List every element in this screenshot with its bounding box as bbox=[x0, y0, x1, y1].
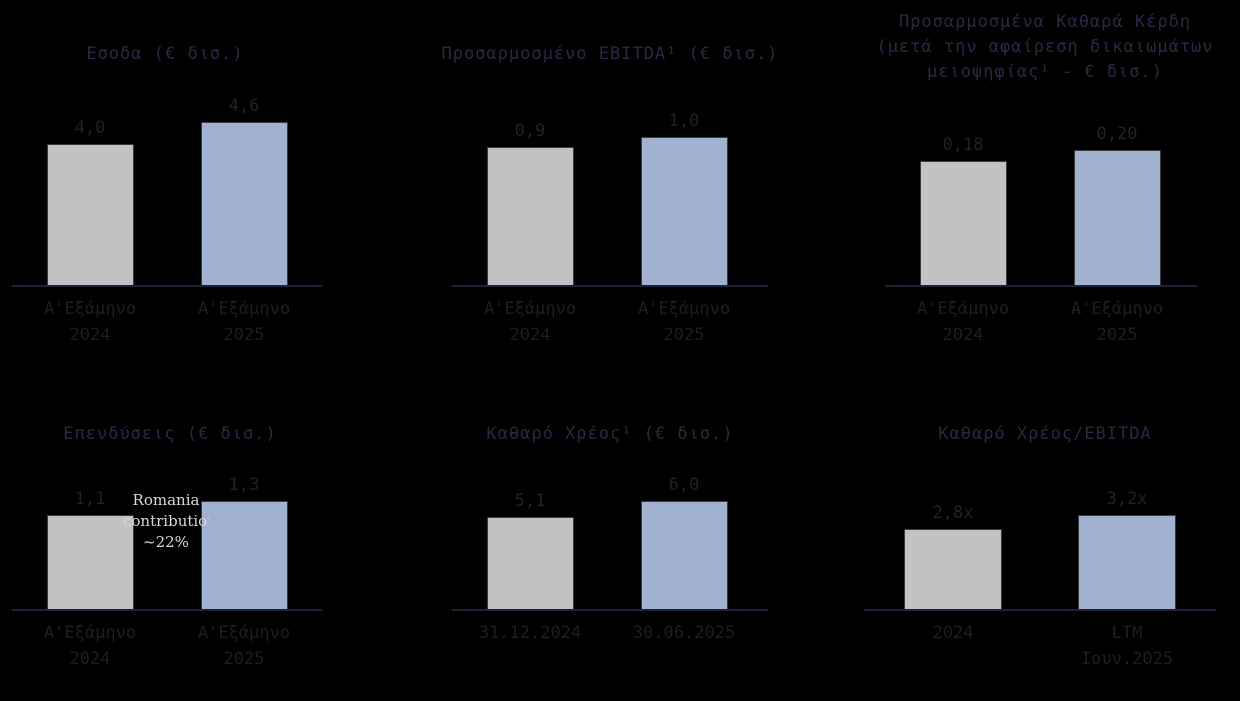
bar-value-label: 0,9 bbox=[514, 121, 546, 141]
bar-value-label: 4,6 bbox=[228, 96, 260, 116]
bar-value-label: 1,3 bbox=[228, 475, 260, 495]
category-label: Α'Εξάμηνο 2024 bbox=[43, 299, 137, 345]
chart-title: Προσαρμοσμένο EBITDA¹ (€ δισ.) bbox=[441, 44, 779, 64]
bar-value-label: 4,0 bbox=[74, 118, 106, 138]
category-label: 30.06.2025 bbox=[632, 623, 736, 643]
x-axis-baseline bbox=[885, 285, 1197, 287]
bar-value-label: 0,20 bbox=[1096, 124, 1138, 144]
category-label: 31.12.2024 bbox=[478, 623, 582, 643]
category-label: Α'Εξάμηνο 2024 bbox=[483, 299, 577, 345]
category-label: Α'Εξάμηνο 2025 bbox=[637, 299, 731, 345]
bar-h1-2025 bbox=[201, 501, 288, 610]
bar-value-label: 0,18 bbox=[942, 135, 984, 155]
x-axis-baseline bbox=[12, 285, 322, 287]
bar-value-label: 5,1 bbox=[514, 491, 546, 511]
category-label: Α'Εξάμηνο 2025 bbox=[197, 299, 291, 345]
bar-h1-2024 bbox=[920, 161, 1007, 286]
bar-31-12-2024 bbox=[487, 517, 574, 610]
chart-title: Καθαρό Χρέος¹ (€ δισ.) bbox=[486, 424, 734, 444]
chart-title: Επενδύσεις (€ δισ.) bbox=[63, 424, 277, 444]
category-label: 2024 bbox=[932, 623, 974, 643]
bar-value-label: 2,8x bbox=[932, 503, 974, 523]
bar-2024 bbox=[904, 529, 1002, 610]
x-axis-baseline bbox=[452, 609, 768, 611]
bar-h1-2025 bbox=[641, 137, 728, 286]
bar-30-06-2025 bbox=[641, 501, 728, 610]
romania-contribution-annotation: Romania contribution ~22% bbox=[123, 491, 209, 551]
bar-h1-2024 bbox=[47, 515, 134, 610]
chart-title: Προσαρμοσμένα Καθαρά Κέρδη (μετά την αφα… bbox=[876, 12, 1214, 82]
category-label: Α'Εξάμηνο 2025 bbox=[1070, 299, 1164, 345]
x-axis-baseline bbox=[452, 285, 768, 287]
bar-value-label: 1,0 bbox=[668, 111, 700, 131]
category-label: Α'Εξάμηνο 2024 bbox=[916, 299, 1010, 345]
bar-value-label: 3,2x bbox=[1106, 489, 1148, 509]
bar-ltm-jun-2025 bbox=[1078, 515, 1176, 610]
category-label: Α'Εξάμηνο 2024 bbox=[43, 623, 137, 669]
x-axis-baseline bbox=[864, 609, 1216, 611]
bar-value-label: 6,0 bbox=[668, 475, 700, 495]
bar-h1-2024 bbox=[487, 147, 574, 286]
bar-h1-2025 bbox=[201, 122, 288, 286]
bar-h1-2025 bbox=[1074, 150, 1161, 286]
chart-title: Εσοδα (€ δισ.) bbox=[86, 44, 244, 64]
bar-value-label: 1,1 bbox=[74, 489, 106, 509]
category-label: Α'Εξάμηνο 2025 bbox=[197, 623, 291, 669]
category-label: LTM Ιουν.2025 bbox=[1080, 623, 1174, 669]
chart-title: Καθαρό Χρέος/EBITDA bbox=[938, 424, 1152, 444]
x-axis-baseline bbox=[12, 609, 322, 611]
bar-h1-2024 bbox=[47, 144, 134, 286]
